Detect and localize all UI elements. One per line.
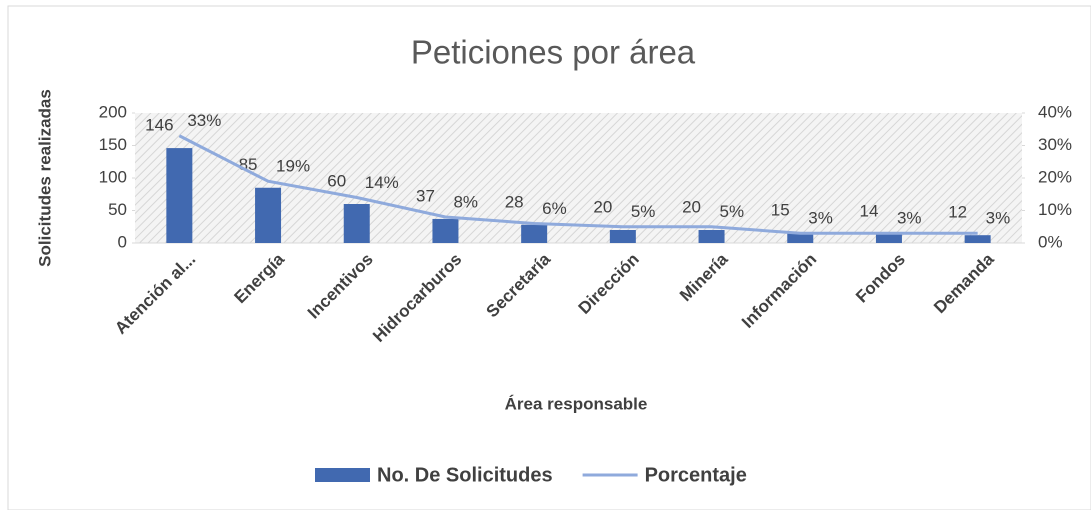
- legend: No. De Solicitudes Porcentaje: [315, 464, 747, 486]
- legend-label: No. De Solicitudes: [377, 464, 553, 486]
- bar: [609, 230, 636, 243]
- x-axis-title: Área responsable: [505, 394, 648, 413]
- y2-tick-label: 30%: [1038, 135, 1072, 154]
- bar: [787, 233, 814, 243]
- line-value-label: 5%: [631, 202, 656, 221]
- line-value-label: 3%: [897, 209, 922, 228]
- line: [178, 134, 978, 235]
- bar-value-label: 146: [145, 116, 173, 135]
- chart-title: Peticiones por área: [411, 34, 696, 71]
- line-value-label: 14%: [365, 173, 399, 192]
- legend-label: Porcentaje: [645, 464, 747, 486]
- bar-value-label: 37: [416, 186, 435, 205]
- bar: [521, 224, 548, 243]
- bar: [698, 230, 725, 243]
- plot-area: [135, 113, 1022, 243]
- line-value-label: 19%: [276, 157, 310, 176]
- bar-value-label: 28: [505, 192, 524, 211]
- y2-tick-label: 10%: [1038, 200, 1072, 219]
- line-value-label: 3%: [808, 209, 833, 228]
- bar-value-label: 60: [327, 171, 346, 190]
- y-tick-label: 50: [108, 200, 127, 219]
- bar: [432, 218, 459, 243]
- bar: [964, 235, 991, 243]
- y2-tick-label: 40%: [1038, 102, 1072, 121]
- bar-value-label: 20: [593, 197, 612, 216]
- bar: [166, 148, 193, 243]
- y-tick-label: 150: [99, 135, 127, 154]
- bar: [875, 233, 902, 243]
- bar: [343, 204, 370, 243]
- bar-value-label: 12: [948, 203, 967, 222]
- y-tick-label: 0: [118, 232, 127, 251]
- legend-swatch: [315, 468, 370, 482]
- bar-value-label: 20: [682, 197, 701, 216]
- line-value-label: 6%: [542, 199, 567, 218]
- line-value-label: 8%: [453, 192, 478, 211]
- bar-value-label: 15: [771, 201, 790, 220]
- y-tick-label: 100: [99, 167, 127, 186]
- bar-value-label: 14: [859, 201, 878, 220]
- line-value-label: 5%: [720, 202, 745, 221]
- y-axis-title: Solicitudes realizadas: [35, 89, 54, 267]
- y2-tick-label: 0%: [1038, 232, 1063, 251]
- bar: [255, 187, 282, 243]
- chart-border: [7, 5, 1091, 510]
- y2-tick-label: 20%: [1038, 167, 1072, 186]
- y-tick-label: 200: [99, 102, 127, 121]
- line-value-label: 3%: [986, 209, 1011, 228]
- line-value-label: 33%: [187, 111, 221, 130]
